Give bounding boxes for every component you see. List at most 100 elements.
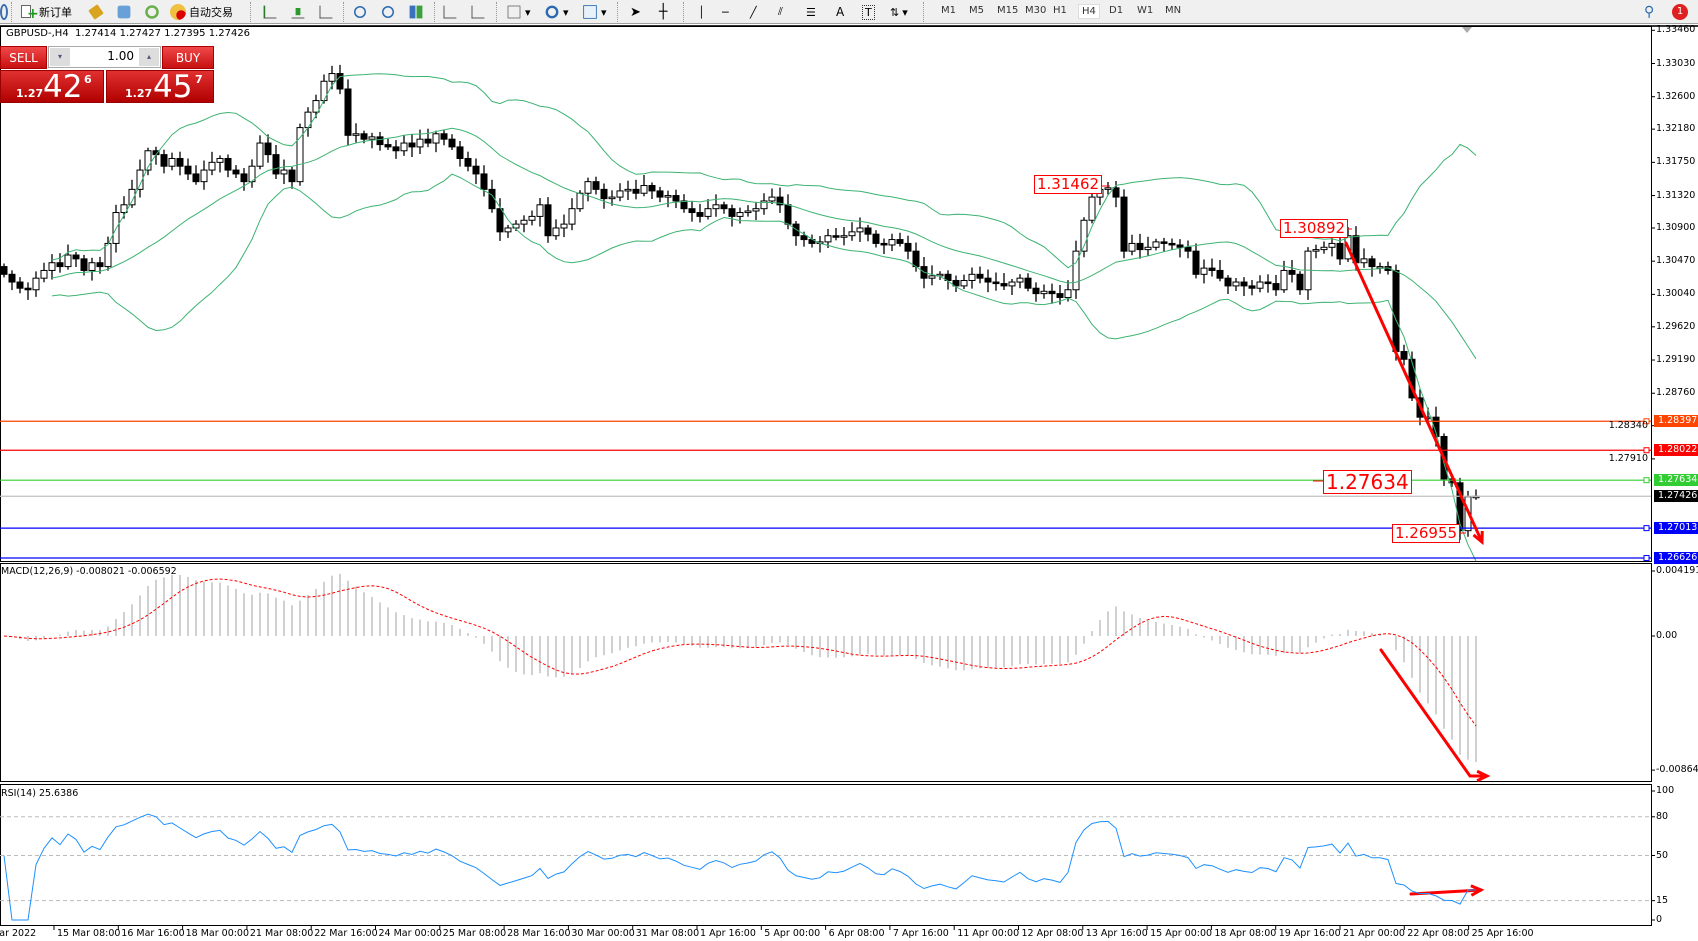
new-order-button[interactable]: + 新订单 bbox=[20, 3, 72, 21]
timeframe-m1[interactable]: M1 bbox=[941, 5, 956, 16]
candle bbox=[1472, 489, 1480, 500]
x-tick-label: 16 Mar 16:00 bbox=[121, 928, 185, 939]
chart-shift-button[interactable] bbox=[470, 3, 486, 21]
buy-button[interactable]: BUY bbox=[162, 46, 214, 69]
bull-candle-body bbox=[1232, 281, 1240, 287]
lot-decrease-button[interactable]: ▾ bbox=[50, 48, 70, 66]
timeframe-m5[interactable]: M5 bbox=[969, 5, 984, 16]
bull-candle-body bbox=[280, 169, 288, 175]
auto-trading-button[interactable]: 自动交易 bbox=[170, 3, 233, 21]
timeframe-h4[interactable]: H4 bbox=[1078, 4, 1100, 19]
sell-price-fraction: 6 bbox=[84, 73, 92, 86]
buy-price[interactable]: 1.27 45 7 bbox=[106, 69, 214, 105]
candle bbox=[184, 158, 192, 181]
signals-button[interactable] bbox=[144, 3, 160, 21]
periods-button[interactable]: ▾ bbox=[544, 3, 569, 21]
text-label-button[interactable]: T bbox=[862, 3, 875, 21]
bear-candle-body bbox=[896, 239, 904, 244]
lot-input[interactable]: 1.00 bbox=[107, 49, 134, 63]
price-label-high[interactable]: 1.31462 bbox=[1034, 175, 1103, 194]
sell-button[interactable]: SELL bbox=[0, 46, 47, 69]
tile-windows-button[interactable] bbox=[408, 3, 424, 21]
trendline-button[interactable]: ╱ bbox=[750, 3, 757, 21]
candle bbox=[88, 257, 96, 281]
bear-candle-body bbox=[880, 242, 888, 246]
bull-candle-body bbox=[960, 279, 968, 287]
line-chart-button[interactable] bbox=[318, 3, 334, 21]
horizontal-line-button[interactable]: ─ bbox=[722, 3, 729, 21]
candlestick-button[interactable] bbox=[290, 3, 306, 21]
candle bbox=[1144, 236, 1152, 256]
sell-price[interactable]: 1.27 42 6 bbox=[0, 69, 104, 105]
arrows-button[interactable]: ⇅ ▾ bbox=[890, 5, 908, 19]
x-tick-label: 5 Apr 00:00 bbox=[764, 928, 821, 939]
lot-increase-button[interactable]: ▴ bbox=[139, 48, 159, 66]
toolbar-separator bbox=[434, 2, 436, 22]
autoscroll-button[interactable] bbox=[442, 3, 458, 21]
candle bbox=[984, 269, 992, 293]
fibonacci-button[interactable]: ☰ bbox=[806, 3, 816, 21]
line-handle bbox=[1643, 418, 1650, 425]
bear-candle-body bbox=[1168, 242, 1176, 246]
candle bbox=[456, 141, 464, 167]
candle bbox=[1152, 238, 1160, 251]
timeframe-d1[interactable]: D1 bbox=[1109, 5, 1124, 16]
timeframe-w1[interactable]: W1 bbox=[1137, 5, 1154, 16]
bull-candle-body bbox=[576, 192, 584, 210]
templates-button[interactable]: ▾ bbox=[582, 3, 607, 21]
bear-candle-body bbox=[1432, 416, 1440, 437]
timeframe-h1[interactable]: H1 bbox=[1053, 5, 1067, 16]
bar-chart-button[interactable] bbox=[262, 3, 278, 21]
candle bbox=[688, 200, 696, 222]
x-tick-label: 11 Apr 00:00 bbox=[957, 928, 1020, 939]
bull-candle-body bbox=[256, 142, 264, 167]
bollinger-lower-band bbox=[51, 173, 1477, 562]
tile-windows-icon bbox=[409, 5, 423, 19]
zoom-in-button[interactable] bbox=[352, 3, 368, 21]
timeframe-mn[interactable]: MN bbox=[1165, 5, 1182, 16]
candle bbox=[560, 214, 568, 238]
partial-toolbar-icon[interactable] bbox=[0, 3, 8, 21]
zoom-out-button[interactable] bbox=[380, 3, 396, 21]
price-label-support[interactable]: 1.27634 bbox=[1323, 470, 1412, 494]
indicators-button[interactable]: ▾ bbox=[506, 3, 531, 21]
candle bbox=[1160, 237, 1168, 252]
text-button[interactable]: A bbox=[836, 3, 844, 21]
equidistant-channel-button[interactable]: ⫽ bbox=[778, 3, 783, 21]
bull-candle-body bbox=[1312, 249, 1320, 252]
text-icon: A bbox=[836, 5, 845, 19]
cursor-button[interactable]: ➤ bbox=[630, 3, 641, 21]
price-label-high-2[interactable]: 1.30892 bbox=[1280, 219, 1349, 238]
history-button[interactable] bbox=[116, 3, 132, 21]
bear-candle-body bbox=[1208, 267, 1216, 271]
timeframe-m30[interactable]: M30 bbox=[1025, 5, 1047, 16]
bull-candle-body bbox=[1040, 290, 1048, 295]
lot-size-stepper[interactable]: ▾ 1.00 ▴ bbox=[48, 46, 161, 68]
vertical-line-button[interactable]: │ bbox=[698, 3, 705, 21]
bull-candle-body bbox=[968, 273, 976, 281]
crosshair-button[interactable]: ┼ bbox=[659, 3, 667, 21]
bull-candle-body bbox=[1360, 258, 1368, 264]
horizontal-line-icon: ─ bbox=[722, 5, 729, 19]
toolbar: + 新订单 自动交易 ▾ ▾ ▾ ➤ ┼ │ ─ ╱ ⫽ ☰ A T ⇅ ▾ ⚲ … bbox=[0, 0, 1698, 24]
candle bbox=[264, 134, 272, 163]
trendline-icon: ╱ bbox=[750, 5, 757, 19]
bull-candle-body bbox=[1128, 242, 1136, 252]
chart-shift-icon bbox=[471, 5, 485, 19]
price-label-low[interactable]: 1.26955 bbox=[1392, 524, 1461, 543]
bull-candle-body bbox=[296, 127, 304, 183]
search-button[interactable]: ⚲ bbox=[1644, 3, 1654, 21]
candle bbox=[24, 282, 32, 300]
x-tick-label: 18 Apr 08:00 bbox=[1214, 928, 1277, 939]
candle bbox=[400, 135, 408, 156]
bear-candle-body bbox=[496, 208, 504, 233]
candle bbox=[48, 254, 56, 280]
notification-button[interactable]: 1 bbox=[1672, 3, 1688, 21]
arrows-icon: ⇅ bbox=[890, 5, 900, 19]
chart-shift-marker bbox=[1462, 27, 1472, 33]
timeframe-m15[interactable]: M15 bbox=[997, 5, 1019, 16]
bear-candle-body bbox=[192, 173, 200, 183]
y-tick-label: 1.31750 bbox=[1656, 156, 1696, 168]
bear-candle-body bbox=[72, 254, 80, 260]
